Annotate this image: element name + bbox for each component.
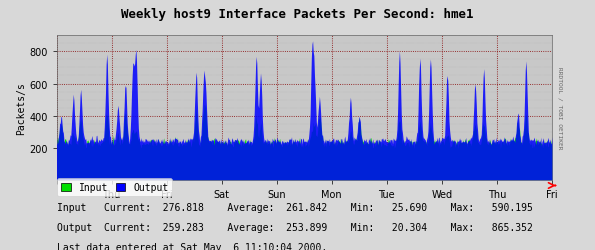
Y-axis label: Packets/s: Packets/s	[16, 82, 26, 134]
Text: Last data entered at Sat May  6 11:10:04 2000.: Last data entered at Sat May 6 11:10:04 …	[57, 242, 327, 250]
Text: RRDTOOL / TOBI OETIKER: RRDTOOL / TOBI OETIKER	[558, 67, 562, 149]
Text: Weekly host9 Interface Packets Per Second: hme1: Weekly host9 Interface Packets Per Secon…	[121, 8, 474, 20]
Text: Output  Current:  259.283    Average:  253.899    Min:   20.304    Max:   865.35: Output Current: 259.283 Average: 253.899…	[57, 222, 533, 232]
Text: Input   Current:  276.818    Average:  261.842    Min:   25.690    Max:   590.19: Input Current: 276.818 Average: 261.842 …	[57, 202, 533, 212]
Legend: Input, Output: Input, Output	[57, 179, 173, 196]
